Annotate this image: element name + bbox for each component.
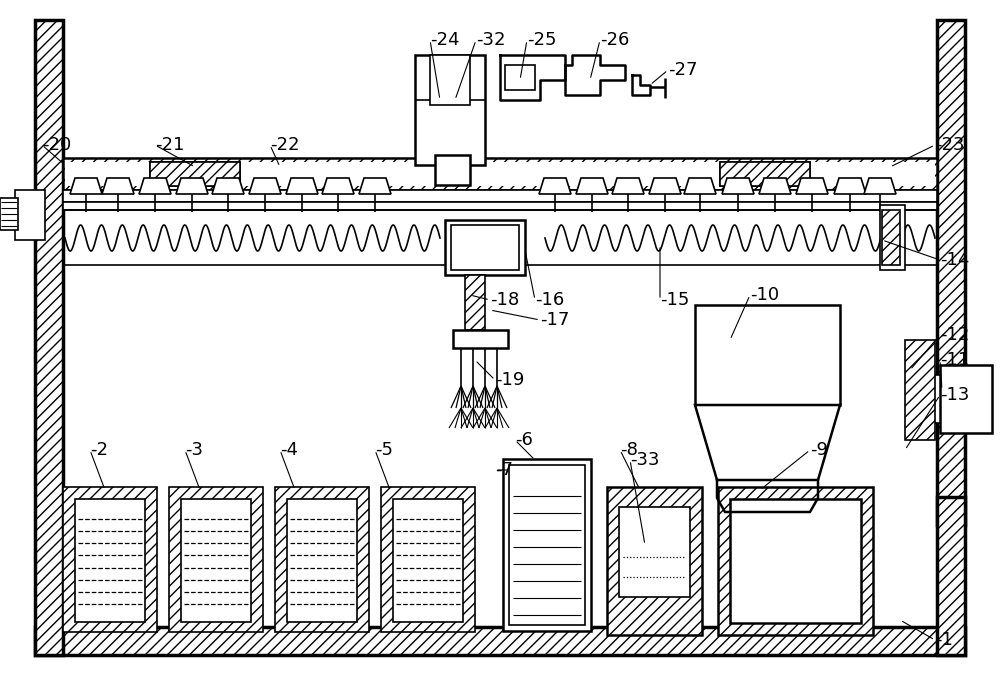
Text: -22: -22 — [270, 136, 300, 154]
Polygon shape — [539, 178, 571, 194]
Polygon shape — [322, 178, 354, 194]
Text: -15: -15 — [660, 291, 689, 309]
Polygon shape — [612, 178, 644, 194]
Polygon shape — [684, 178, 716, 194]
Bar — [503, 459, 591, 631]
Polygon shape — [176, 178, 208, 194]
Text: -23: -23 — [935, 136, 964, 154]
Bar — [505, 65, 535, 90]
Text: -9: -9 — [810, 441, 828, 459]
Text: -33: -33 — [630, 451, 660, 469]
Bar — [465, 275, 485, 330]
Polygon shape — [102, 178, 134, 194]
Bar — [937, 497, 965, 655]
Text: -13: -13 — [940, 386, 969, 404]
Text: -14: -14 — [940, 251, 969, 269]
Polygon shape — [695, 405, 840, 480]
Text: -5: -5 — [375, 441, 393, 459]
Bar — [150, 162, 240, 186]
Polygon shape — [759, 178, 791, 194]
Bar — [910, 375, 942, 423]
Text: -32: -32 — [476, 31, 506, 49]
Bar — [619, 507, 690, 597]
Bar — [882, 210, 900, 265]
Bar — [607, 487, 702, 635]
Polygon shape — [649, 178, 681, 194]
Text: -4: -4 — [280, 441, 298, 459]
Polygon shape — [722, 178, 754, 194]
Text: -24: -24 — [430, 31, 460, 49]
Bar — [35, 627, 965, 655]
Text: -12: -12 — [940, 326, 969, 344]
Text: -10: -10 — [750, 286, 779, 304]
Text: -7: -7 — [495, 461, 513, 479]
Bar — [720, 162, 810, 186]
Text: -18: -18 — [490, 291, 519, 309]
Bar — [35, 20, 63, 655]
Polygon shape — [212, 178, 244, 194]
Polygon shape — [286, 178, 318, 194]
Bar — [940, 365, 992, 433]
Bar — [63, 202, 937, 210]
Text: -16: -16 — [535, 291, 564, 309]
Text: -6: -6 — [515, 431, 533, 449]
Bar — [453, 330, 508, 348]
Bar — [63, 487, 157, 632]
Bar — [415, 55, 485, 165]
Text: -8: -8 — [620, 441, 638, 459]
Bar — [0, 198, 18, 230]
Bar — [393, 499, 463, 622]
Text: -25: -25 — [527, 31, 556, 49]
Bar — [435, 155, 470, 185]
Bar — [63, 190, 937, 202]
Bar — [730, 499, 861, 623]
Text: -26: -26 — [600, 31, 629, 49]
Text: -19: -19 — [495, 371, 524, 389]
Text: -11: -11 — [940, 351, 969, 369]
Bar — [75, 499, 145, 622]
Bar — [15, 190, 45, 240]
Polygon shape — [834, 178, 866, 194]
Text: -27: -27 — [668, 61, 698, 79]
Bar — [150, 162, 240, 186]
Bar — [430, 55, 470, 105]
Text: -3: -3 — [185, 441, 203, 459]
Bar — [718, 487, 873, 635]
Polygon shape — [70, 178, 102, 194]
Polygon shape — [359, 178, 391, 194]
Bar — [905, 340, 935, 440]
Text: -2: -2 — [90, 441, 108, 459]
Bar — [381, 487, 475, 632]
Bar — [169, 487, 263, 632]
Bar — [509, 465, 585, 625]
Bar — [451, 225, 519, 270]
Text: -1: -1 — [935, 631, 953, 649]
Bar — [880, 205, 905, 270]
Polygon shape — [796, 178, 828, 194]
Text: -21: -21 — [155, 136, 184, 154]
Bar — [445, 220, 525, 275]
Bar — [181, 499, 251, 622]
Bar — [695, 305, 840, 405]
Polygon shape — [864, 178, 896, 194]
Bar — [287, 499, 357, 622]
Polygon shape — [576, 178, 608, 194]
Polygon shape — [249, 178, 281, 194]
Text: -20: -20 — [42, 136, 71, 154]
Text: -17: -17 — [540, 311, 569, 329]
Bar — [720, 162, 810, 186]
Bar — [275, 487, 369, 632]
Bar — [937, 20, 965, 525]
Polygon shape — [139, 178, 171, 194]
Bar — [65, 162, 935, 186]
Bar — [63, 158, 937, 190]
